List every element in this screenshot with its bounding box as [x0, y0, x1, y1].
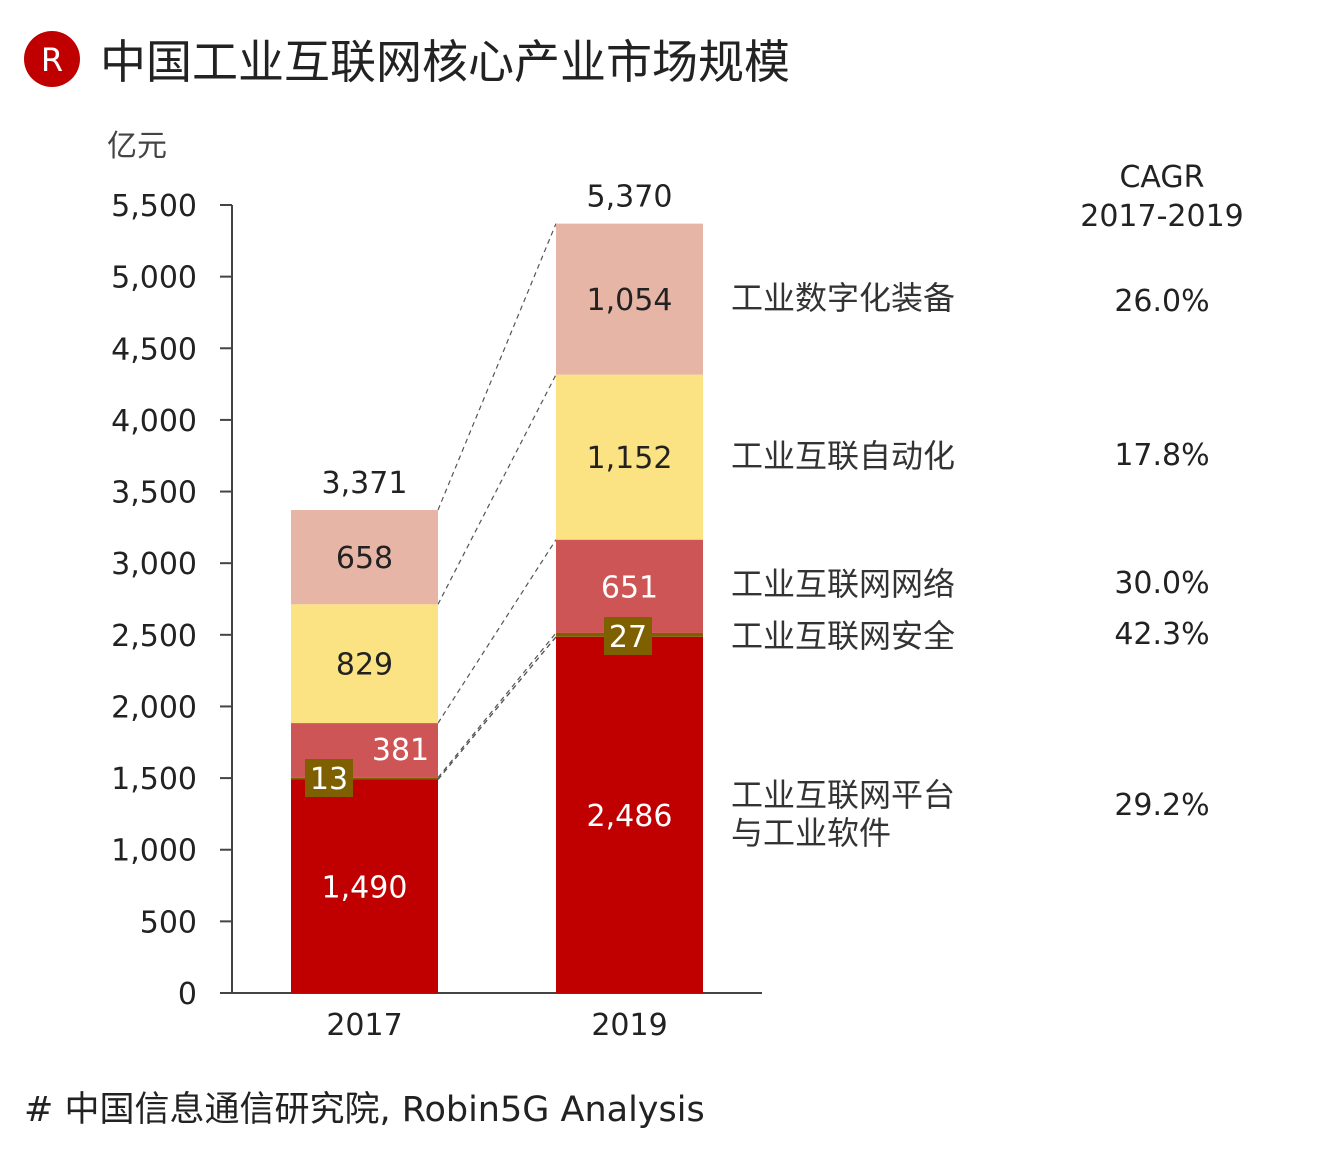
cagr-value: 30.0%: [1114, 566, 1209, 601]
legend-label: 工业互联网平台与工业软件: [731, 776, 955, 852]
y-tick-label: 3,500: [111, 476, 197, 511]
bar-value-label: 651: [601, 570, 658, 605]
y-tick-label: 2,500: [111, 619, 197, 654]
cagr-value: 42.3%: [1114, 617, 1209, 652]
header: R 中国工业互联网核心产业市场规模: [24, 31, 790, 89]
y-tick-label: 5,000: [111, 261, 197, 296]
y-tick-label: 0: [178, 977, 197, 1012]
bar-value-label: 381: [372, 733, 429, 768]
bar-value-label: 829: [336, 648, 393, 683]
logo-letter: R: [41, 41, 63, 79]
y-tick-label: 2,000: [111, 690, 197, 725]
y-tick-label: 4,500: [111, 332, 197, 367]
y-tick-label: 1,000: [111, 834, 197, 869]
connector-line: [437, 374, 557, 605]
small-value-box: [305, 759, 353, 797]
bar-segment: [291, 777, 438, 780]
bar-segment: [556, 223, 703, 375]
y-tick-label: 4,000: [111, 404, 197, 439]
connector-line: [437, 636, 557, 780]
connector-line: [437, 223, 557, 511]
cagr-header-line1: CAGR: [1119, 160, 1204, 195]
y-tick-label: 500: [140, 905, 197, 940]
bar-value-label: 1,490: [322, 870, 408, 905]
connector-line: [437, 539, 557, 724]
bar-value-label: 27: [609, 620, 647, 655]
total-label: 5,370: [587, 180, 673, 215]
bar-segment: [291, 779, 438, 993]
legend-label: 工业互联网网络: [731, 565, 955, 603]
cagr-header: CAGR 2017-2019: [1080, 160, 1244, 234]
cagr-value: 29.2%: [1114, 788, 1209, 823]
legend-label: 工业互联自动化: [731, 437, 955, 475]
labels: 2017 3,371 2019 5,370 1,490 2,486 13 27 381 651 82…: [305, 180, 672, 1043]
legend-label: 工业互联网安全: [731, 617, 955, 655]
bar-value-label: 13: [310, 762, 348, 797]
bar-value-label: 2,486: [587, 799, 673, 834]
connector-line: [437, 632, 557, 779]
cagr-value: 26.0%: [1114, 284, 1209, 319]
bar-value-label: 1,054: [587, 283, 673, 318]
cagr-value: 17.8%: [1114, 438, 1209, 473]
legend-label: 工业数字化装备: [731, 279, 955, 317]
bar-segment: [556, 374, 703, 540]
legend: 工业互联网平台与工业软件 29.2% 工业互联网安全 42.3% 工业互联网网络 30.0…: [731, 279, 1210, 852]
y-tick-label: 5,500: [111, 189, 197, 224]
logo-icon: [24, 31, 80, 87]
axes: 0 500 1,000 1,500 2,000 2,500 3,000 3,500 4,000 4…: [111, 189, 762, 1012]
bar-value-label: 658: [336, 541, 393, 576]
y-axis-label: 亿元: [107, 129, 167, 164]
bar-segment: [556, 636, 703, 993]
bar-segment: [291, 604, 438, 724]
bar-value-label: 1,152: [587, 441, 673, 476]
x-tick-label: 2017: [326, 1008, 402, 1043]
total-label: 3,371: [322, 466, 408, 501]
x-tick-label: 2019: [591, 1008, 667, 1043]
cagr-header-line2: 2017-2019: [1080, 199, 1244, 234]
y-tick-label: 1,500: [111, 762, 197, 797]
connectors: [437, 223, 557, 780]
bar-segment: [291, 510, 438, 605]
small-value-box: [604, 617, 652, 655]
y-tick-label: 3,000: [111, 547, 197, 582]
bars: [291, 223, 703, 993]
chart-title: 中国工业互联网核心产业市场规模: [100, 35, 790, 89]
source-note: # 中国信息通信研究院, Robin5G Analysis: [24, 1090, 705, 1130]
